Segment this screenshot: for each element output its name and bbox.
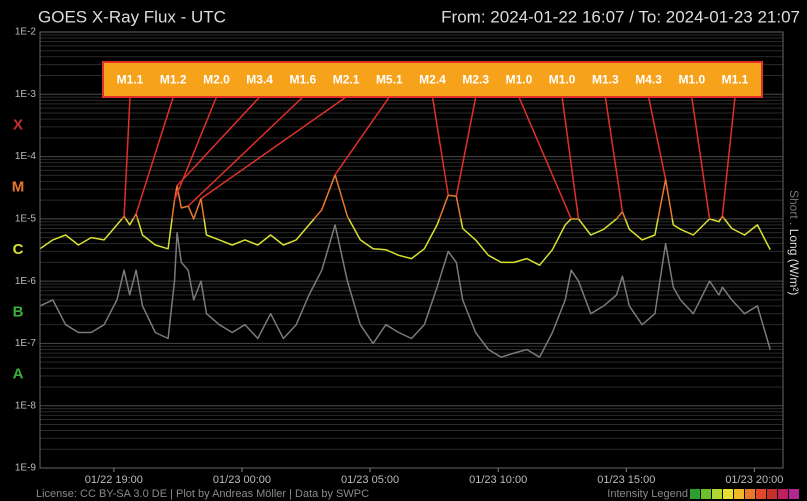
flare-pointer (334, 96, 390, 176)
y-tick-label: 1E-6 (15, 276, 37, 287)
chart-title: GOES X-Ray Flux - UTC (38, 7, 226, 26)
flare-pointer (123, 96, 131, 217)
legend-entry: Short (787, 190, 801, 219)
flare-pointer (455, 96, 477, 197)
flare-label: M1.0 (549, 73, 576, 87)
flare-label: M1.6 (290, 73, 317, 87)
intensity-swatch (767, 489, 777, 499)
flare-label: M2.3 (462, 73, 489, 87)
x-tick-label: 01/23 15:00 (597, 474, 655, 486)
class-label: C (13, 241, 24, 258)
flare-label: M4.3 (635, 73, 662, 87)
flare-pointer (647, 96, 667, 180)
flare-label: M1.2 (160, 73, 187, 87)
intensity-swatch (701, 489, 711, 499)
y-tick-label: 1E-2 (15, 27, 37, 38)
flare-pointer (518, 96, 572, 220)
y-tick-label: 1E-3 (15, 89, 37, 100)
class-label: M (12, 179, 25, 196)
flare-label: M1.1 (722, 73, 749, 87)
y-tick-label: 1E-5 (15, 213, 37, 224)
x-tick-label: 01/23 10:00 (469, 474, 527, 486)
flare-pointer (431, 96, 449, 196)
flare-label: M5.1 (376, 73, 403, 87)
class-label: A (13, 366, 24, 383)
intensity-swatch (734, 489, 744, 499)
intensity-swatch (756, 489, 766, 499)
flare-label: M2.4 (419, 73, 446, 87)
flare-pointer (691, 96, 711, 219)
intensity-swatch (778, 489, 788, 499)
flare-pointer (200, 96, 347, 200)
class-label: B (13, 303, 24, 320)
x-tick-label: 01/23 20:00 (725, 474, 783, 486)
intensity-swatch (712, 489, 722, 499)
flare-label: M1.0 (506, 73, 533, 87)
flare-pointer (604, 96, 624, 212)
series-line (39, 174, 771, 266)
flare-label: M2.1 (333, 73, 360, 87)
y-tick-label: 1E-4 (15, 151, 37, 162)
intensity-swatch (723, 489, 733, 499)
flare-label: M3.4 (246, 73, 273, 87)
intensity-swatch (745, 489, 755, 499)
flare-box (102, 61, 763, 98)
class-label: X (13, 116, 23, 133)
plot-frame (39, 31, 784, 469)
series-legend: Short . Long (W/m²) (787, 190, 801, 295)
legend-entry: Long (W/m²) (787, 229, 801, 296)
intensity-swatch (690, 489, 700, 499)
intensity-swatch (789, 489, 799, 499)
flare-pointer (135, 96, 174, 215)
flare-pointer (187, 96, 304, 207)
intensity-legend-label: Intensity Legend (607, 488, 688, 500)
time-range: From: 2024-01-22 16:07 / To: 2024-01-23 … (441, 7, 800, 26)
flare-pointer (721, 96, 736, 217)
x-tick-label: 01/23 00:00 (213, 474, 271, 486)
footer: License: CC BY-SA 3.0 DE | Plot by Andre… (36, 488, 369, 500)
x-tick-label: 01/23 05:00 (341, 474, 399, 486)
x-tick-label: 01/22 19:00 (85, 474, 143, 486)
flare-label: M2.0 (203, 73, 230, 87)
flare-pointer (561, 96, 580, 219)
flare-pointer (176, 96, 261, 187)
series-line (39, 224, 771, 358)
flare-label: M1.3 (592, 73, 619, 87)
y-tick-label: 1E-7 (15, 338, 37, 349)
y-tick-label: 1E-8 (15, 400, 37, 411)
flare-label: M1.1 (117, 73, 144, 87)
y-tick-label: 1E-9 (15, 463, 37, 474)
flare-pointer (173, 96, 218, 201)
flare-label: M1.0 (678, 73, 705, 87)
